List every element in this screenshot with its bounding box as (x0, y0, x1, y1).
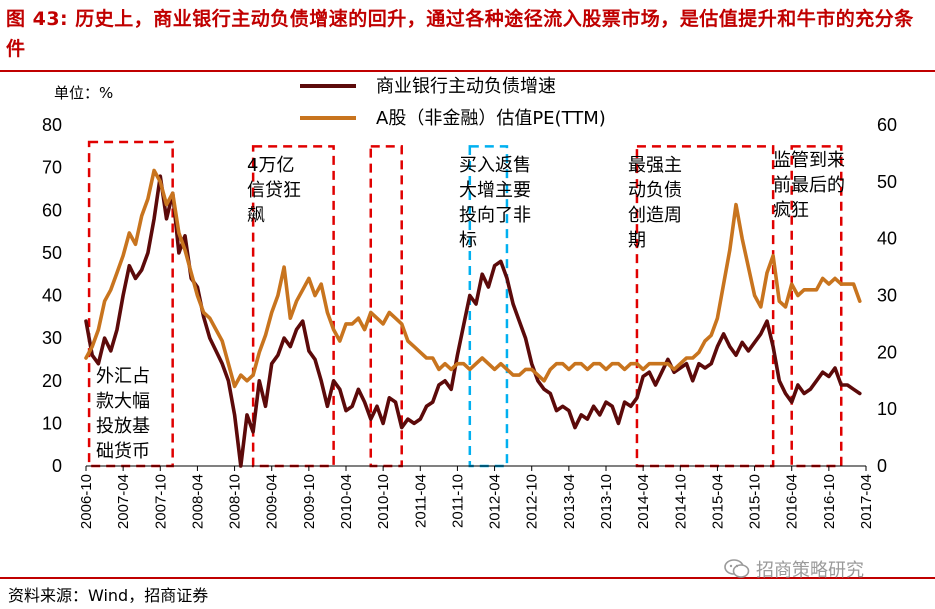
annotation-text: 外汇占 (96, 366, 150, 387)
left-tick-label: 60 (42, 200, 62, 220)
watermark-text: 招商策略研究 (756, 560, 864, 581)
left-tick-label: 40 (42, 286, 62, 306)
x-tick-label: 2006-10 (78, 474, 95, 529)
x-tick-label: 2016-04 (784, 474, 801, 529)
x-tick-label: 2014-10 (672, 474, 689, 529)
right-tick-label: 50 (877, 172, 897, 192)
x-tick-label: 2016-10 (821, 474, 838, 529)
right-tick-label: 30 (877, 286, 897, 306)
right-tick-label: 60 (877, 115, 897, 135)
left-tick-label: 10 (42, 413, 62, 433)
unit-label: 单位：% (54, 84, 113, 102)
annotation-text: 创造周 (628, 205, 682, 226)
annotation-box-0 (87, 140, 174, 468)
annotation-text: 投向了非 (459, 205, 531, 226)
legend: 商业银行主动负债增速 A股（非金融）估值PE(TTM) (300, 76, 606, 129)
annotation-text: 信贷狂 (247, 180, 301, 201)
annotation-text: 动负债 (628, 180, 682, 201)
right-tick-label: 40 (877, 229, 897, 249)
x-tick-label: 2010-04 (338, 474, 355, 529)
annotation-text: 标 (459, 230, 477, 251)
x-tick-label: 2010-10 (375, 474, 392, 529)
left-tick-label: 0 (52, 456, 62, 476)
right-tick-label: 10 (877, 399, 897, 419)
series-lines (84, 168, 862, 468)
left-tick-label: 70 (42, 158, 62, 178)
legend-label-0: 商业银行主动负债增速 (376, 76, 556, 97)
x-tick-label: 2012-04 (487, 474, 504, 529)
x-tick-label: 2015-10 (747, 474, 764, 529)
chart-title: 图 43: 历史上，商业银行主动负债增速的回升，通过各种途径流入股票市场，是估值… (6, 4, 926, 64)
x-tick-label: 2008-10 (227, 474, 244, 529)
annotation-text: 期 (628, 230, 646, 251)
annotation-text: 础货币 (96, 441, 150, 462)
legend-label-1: A股（非金融）估值PE(TTM) (376, 108, 606, 129)
annotation-text: 监管到来 (773, 150, 845, 171)
wechat-icon (724, 559, 750, 578)
x-tick-label: 2008-04 (189, 474, 206, 529)
footer-divider (0, 577, 935, 579)
figure-label: 图 43: (6, 8, 69, 30)
x-tick-label: 2015-04 (709, 474, 726, 529)
annotation-text: 大增主要 (459, 180, 531, 201)
x-tick-label: 2009-04 (264, 474, 281, 529)
annotation-text: 投放基 (96, 416, 150, 437)
annotation-text: 买入返售 (459, 155, 531, 176)
x-tick-label: 2013-10 (598, 474, 615, 529)
x-tick-label: 2007-04 (115, 474, 132, 529)
annotation-text: 疯狂 (773, 200, 809, 221)
right-tick-label: 0 (877, 456, 887, 476)
x-tick-label: 2012-10 (524, 474, 541, 529)
annotation-text: 前最后的 (773, 175, 845, 196)
annotation-text: 最强主 (628, 155, 682, 176)
left-tick-label: 30 (42, 328, 62, 348)
x-tick-label: 2013-04 (561, 474, 578, 529)
left-tick-label: 80 (42, 115, 62, 135)
title-divider (0, 70, 935, 72)
axes: 0 10 20 30 40 50 60 70 80 0 10 20 30 40 50 60 2006-10 200… (42, 84, 897, 529)
pe-ttm-line (84, 168, 862, 389)
figure-title-text: 历史上，商业银行主动负债增速的回升，通过各种途径流入股票市场，是估值提升和牛市的… (6, 8, 914, 60)
left-tick-label: 50 (42, 243, 62, 263)
x-tick-label: 2007-10 (152, 474, 169, 529)
source-note: 资料来源：Wind，招商证券 (8, 586, 209, 605)
x-tick-label: 2009-10 (301, 474, 318, 529)
x-tick-label: 2011-04 (412, 474, 429, 528)
annotation-text: 飙 (247, 205, 265, 226)
annotation-text: 4万亿 (247, 155, 294, 176)
annotation-text: 款大幅 (96, 391, 150, 412)
x-tick-label: 2017-04 (858, 474, 875, 529)
x-tick-label: 2011-10 (449, 474, 466, 528)
annotation-box-4 (635, 145, 775, 468)
left-tick-label: 20 (42, 371, 62, 391)
x-tick-label: 2014-04 (635, 474, 652, 529)
liability-growth-line (84, 174, 862, 468)
right-tick-label: 20 (877, 342, 897, 362)
watermark: 招商策略研究 (724, 556, 864, 582)
